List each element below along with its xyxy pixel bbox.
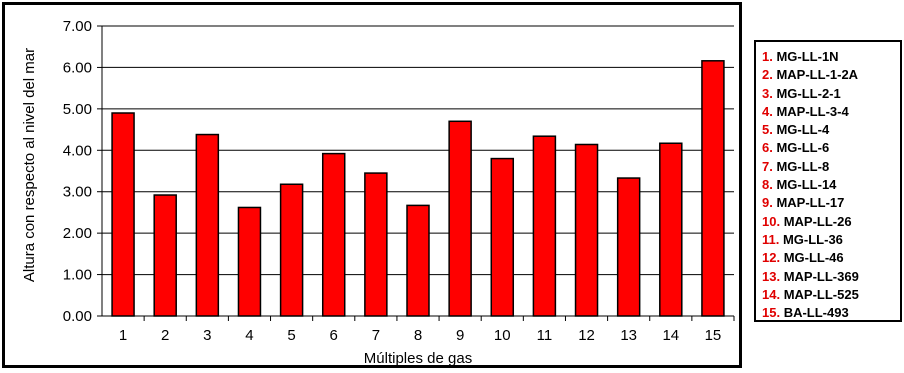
y-tick-label: 6.00: [63, 59, 92, 76]
legend-item-number: 11.: [762, 231, 783, 247]
y-tick-label: 0.00: [63, 308, 92, 325]
legend-item: 11. MG-LL-36: [762, 231, 900, 249]
legend-item-label: MAP-LL-17: [776, 195, 845, 211]
legend-item-label: MAP-LL-26: [783, 213, 852, 229]
legend-item-number: 12.: [762, 250, 784, 266]
legend-item-number: 9.: [762, 195, 777, 211]
legend-item-number: 5.: [762, 122, 777, 138]
y-tick-label: 2.00: [63, 225, 92, 242]
bar: [490, 157, 515, 317]
legend-item-label: MG-LL-14: [776, 177, 837, 193]
legend: 1. MG-LL-1N 2. MAP-LL-1-2A 3. MG-LL-2-1 4. …: [754, 40, 902, 322]
legend-item-label: MG-LL-8: [776, 158, 830, 174]
y-tick-label: 7.00: [63, 18, 92, 35]
bar: [195, 133, 220, 317]
legend-item: 7. MG-LL-8: [762, 158, 900, 176]
x-tick-label: 14: [662, 327, 679, 344]
x-tick-label: 12: [578, 327, 595, 344]
x-axis-title: Múltiples de gas: [364, 350, 472, 365]
x-tick-label: 9: [456, 327, 464, 344]
legend-item-label: MG-LL-2-1: [776, 85, 841, 101]
bar: [701, 60, 725, 317]
legend-item-label: MAP-LL-3-4: [776, 103, 849, 119]
legend-item: 13. MAP-LL-369: [762, 268, 900, 286]
bar: [111, 112, 135, 317]
x-tick-label: 2: [161, 327, 169, 344]
legend-item: 5. MG-LL-4: [762, 121, 900, 139]
legend-item-number: 7.: [762, 158, 777, 174]
legend-item-number: 8.: [762, 177, 777, 193]
legend-item: 14. MAP-LL-525: [762, 286, 900, 304]
x-tick-label: 13: [620, 327, 637, 344]
bar: [279, 183, 304, 317]
legend-item: 12. MG-LL-46: [762, 249, 900, 267]
legend-item-number: 3.: [762, 85, 777, 101]
x-tick-label: 4: [245, 327, 253, 344]
x-tick-label: 5: [287, 327, 295, 344]
y-tick-label: 4.00: [63, 142, 92, 159]
legend-item-label: MG-LL-4: [776, 122, 830, 138]
y-tick-label: 1.00: [63, 267, 92, 284]
bar: [153, 194, 177, 317]
legend-item: 4. MAP-LL-3-4: [762, 103, 900, 121]
legend-item-label: MG-LL-46: [783, 250, 844, 266]
bar: [237, 206, 262, 317]
x-tick-label: 6: [330, 327, 338, 344]
legend-item-label: MAP-LL-525: [783, 286, 859, 302]
legend-item: 1. MG-LL-1N: [762, 48, 900, 66]
legend-item-label: MAP-LL-1-2A: [776, 67, 859, 83]
bar: [321, 152, 346, 317]
x-tick-label: 1: [119, 327, 127, 344]
bar: [448, 120, 472, 317]
bar: [532, 135, 557, 317]
legend-item-label: MAP-LL-369: [783, 268, 859, 284]
legend-item-number: 14.: [762, 286, 784, 302]
x-tick-label: 10: [494, 327, 511, 344]
legend-item: 15. BA-LL-493: [762, 304, 900, 322]
bar: [406, 204, 430, 317]
legend-item-number: 10.: [762, 213, 784, 229]
legend-item-number: 4.: [762, 103, 777, 119]
legend-item: 9. MAP-LL-17: [762, 194, 900, 212]
legend-item-number: 13.: [762, 268, 784, 284]
y-axis-title: Altura con respecto al nivel del mar: [21, 48, 38, 282]
x-tick-label: 7: [372, 327, 380, 344]
legend-item-number: 15.: [762, 305, 784, 321]
legend-item: 6. MG-LL-6: [762, 139, 900, 157]
legend-item: 8. MG-LL-14: [762, 176, 900, 194]
x-tick-label: 8: [414, 327, 422, 344]
x-tick-label: 11: [537, 327, 553, 344]
legend-item-label: MG-LL-36: [782, 231, 843, 247]
bar: [659, 142, 683, 317]
bar: [616, 177, 641, 317]
legend-item: 10. MAP-LL-26: [762, 213, 900, 231]
legend-item: 3. MG-LL-2-1: [762, 85, 900, 103]
bar: [364, 172, 388, 317]
x-tick-label: 15: [705, 327, 722, 344]
chart-frame: 0.00 1.00 2.00 3.00 4.00 5.00 6.00 7.00 1 2 3 4 5 6 7 8…: [2, 2, 742, 368]
y-tick-label: 3.00: [63, 184, 92, 201]
bar: [574, 143, 599, 317]
legend-item: 2. MAP-LL-1-2A: [762, 66, 900, 84]
legend-item-label: BA-LL-493: [783, 305, 849, 321]
bar-chart: 0.001.002.003.004.005.006.007.001 2 3 4 5 6 7 8…: [21, 18, 735, 367]
legend-item-number: 2.: [762, 67, 777, 83]
legend-item-number: 6.: [762, 140, 777, 156]
x-tick-label: 3: [203, 327, 211, 344]
legend-item-number: 1.: [762, 49, 777, 64]
y-tick-label: 5.00: [63, 101, 92, 118]
legend-item-label: MG-LL-6: [776, 140, 830, 156]
legend-item-label: MG-LL-1N: [776, 49, 839, 64]
